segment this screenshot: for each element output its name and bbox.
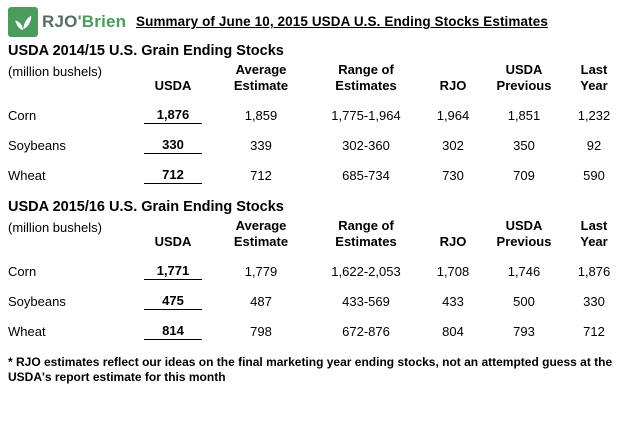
usda-value: 712: [144, 167, 202, 184]
col-header-rjo: RJO: [439, 78, 467, 93]
col-header-average-estimate: Average Estimate: [233, 218, 289, 249]
usda-previous-cell: 1,746: [507, 263, 541, 279]
footnote: * RJO estimates reflect our ideas on the…: [8, 355, 613, 385]
usda-value-cell: 1,876: [132, 100, 214, 130]
usda-value: 330: [144, 137, 202, 154]
col-header-average-estimate: Average Estimate: [233, 62, 289, 93]
col-header-last-year: Last Year: [580, 62, 608, 93]
usda-previous-cell: 500: [513, 293, 535, 309]
range-cell: 1,622-2,053: [331, 263, 401, 279]
rjo-cell: 433: [442, 293, 464, 309]
table-row-soybeans: Soybeans 330 339 302-360 302 350 92: [8, 130, 622, 160]
row-label: Soybeans: [8, 293, 66, 309]
unit-label: (million bushels): [8, 64, 102, 79]
usda-value-cell: 330: [132, 130, 214, 160]
row-label: Soybeans: [8, 137, 66, 153]
usda-value: 475: [144, 293, 202, 310]
range-cell: 685-734: [342, 167, 390, 183]
logo-text-rjo: RJO: [42, 12, 78, 31]
table-header-row: (million bushels) USDA Average Estimate R…: [8, 218, 622, 256]
usda-previous-cell: 1,851: [507, 107, 541, 123]
range-cell: 433-569: [342, 293, 390, 309]
avg-estimate-cell: 487: [250, 293, 272, 309]
usda-previous-cell: 793: [513, 323, 535, 339]
rjo-cell: 804: [442, 323, 464, 339]
section-title-2015-16: USDA 2015/16 U.S. Grain Ending Stocks: [8, 199, 284, 215]
section-2015-16: USDA 2015/16 U.S. Grain Ending Stocks (m…: [8, 199, 622, 346]
rjo-cell: 1,708: [436, 263, 470, 279]
last-year-cell: 590: [583, 167, 605, 183]
rjo-cell: 730: [442, 167, 464, 183]
section-title-2014-15: USDA 2014/15 U.S. Grain Ending Stocks: [8, 43, 284, 59]
unit-label: (million bushels): [8, 220, 102, 235]
grain-table-2014-15: (million bushels) USDA Average Estimate R…: [8, 62, 622, 190]
rjo-cell: 1,964: [436, 107, 470, 123]
avg-estimate-cell: 1,859: [244, 107, 278, 123]
table-row-corn: Corn 1,771 1,779 1,622-2,053 1,708 1,746…: [8, 256, 622, 286]
row-label: Wheat: [8, 167, 46, 183]
usda-value-cell: 814: [132, 316, 214, 346]
last-year-cell: 1,232: [577, 107, 611, 123]
usda-value-cell: 475: [132, 286, 214, 316]
table-row-corn: Corn 1,876 1,859 1,775-1,964 1,964 1,851…: [8, 100, 622, 130]
col-header-rjo: RJO: [439, 234, 467, 249]
table-row-wheat: Wheat 712 712 685-734 730 709 590: [8, 160, 622, 190]
col-header-range-of-estimates: Range of Estimates: [335, 62, 397, 93]
col-header-usda-previous: USDA Previous: [496, 62, 552, 93]
last-year-cell: 92: [586, 137, 602, 153]
avg-estimate-cell: 339: [250, 137, 272, 153]
usda-value: 1,876: [144, 107, 202, 124]
usda-value: 1,771: [144, 263, 202, 280]
usda-previous-cell: 350: [513, 137, 535, 153]
rjo-cell: 302: [442, 137, 464, 153]
last-year-cell: 330: [583, 293, 605, 309]
report-title: Summary of June 10, 2015 USDA U.S. Endin…: [136, 14, 548, 29]
usda-previous-cell: 709: [513, 167, 535, 183]
grain-table-2015-16: (million bushels) USDA Average Estimate R…: [8, 218, 622, 346]
avg-estimate-cell: 712: [250, 167, 272, 183]
range-cell: 302-360: [342, 137, 390, 153]
section-2014-15: USDA 2014/15 U.S. Grain Ending Stocks (m…: [8, 43, 622, 190]
report-page: RJO'Brien Summary of June 10, 2015 USDA …: [8, 7, 622, 385]
col-header-usda: USDA: [154, 78, 192, 93]
usda-value: 814: [144, 323, 202, 340]
avg-estimate-cell: 798: [250, 323, 272, 339]
usda-value-cell: 1,771: [132, 256, 214, 286]
rjo-brien-logo: RJO'Brien: [8, 7, 130, 37]
col-header-last-year: Last Year: [580, 218, 608, 249]
usda-value-cell: 712: [132, 160, 214, 190]
last-year-cell: 712: [583, 323, 605, 339]
table-header-row: (million bushels) USDA Average Estimate R…: [8, 62, 622, 100]
leaf-icon: [8, 7, 38, 37]
row-label: Wheat: [8, 323, 46, 339]
last-year-cell: 1,876: [577, 263, 611, 279]
col-header-usda-previous: USDA Previous: [496, 218, 552, 249]
row-label: Corn: [8, 263, 37, 279]
logo-wordmark: RJO'Brien: [42, 12, 126, 32]
avg-estimate-cell: 1,779: [244, 263, 278, 279]
col-header-usda: USDA: [154, 234, 192, 249]
row-label: Corn: [8, 107, 37, 123]
col-header-range-of-estimates: Range of Estimates: [335, 218, 397, 249]
table-row-soybeans: Soybeans 475 487 433-569 433 500 330: [8, 286, 622, 316]
logo-text-brien: 'Brien: [77, 12, 127, 31]
range-cell: 1,775-1,964: [331, 107, 401, 123]
table-row-wheat: Wheat 814 798 672-876 804 793 712: [8, 316, 622, 346]
range-cell: 672-876: [342, 323, 390, 339]
report-header: RJO'Brien Summary of June 10, 2015 USDA …: [8, 7, 622, 37]
